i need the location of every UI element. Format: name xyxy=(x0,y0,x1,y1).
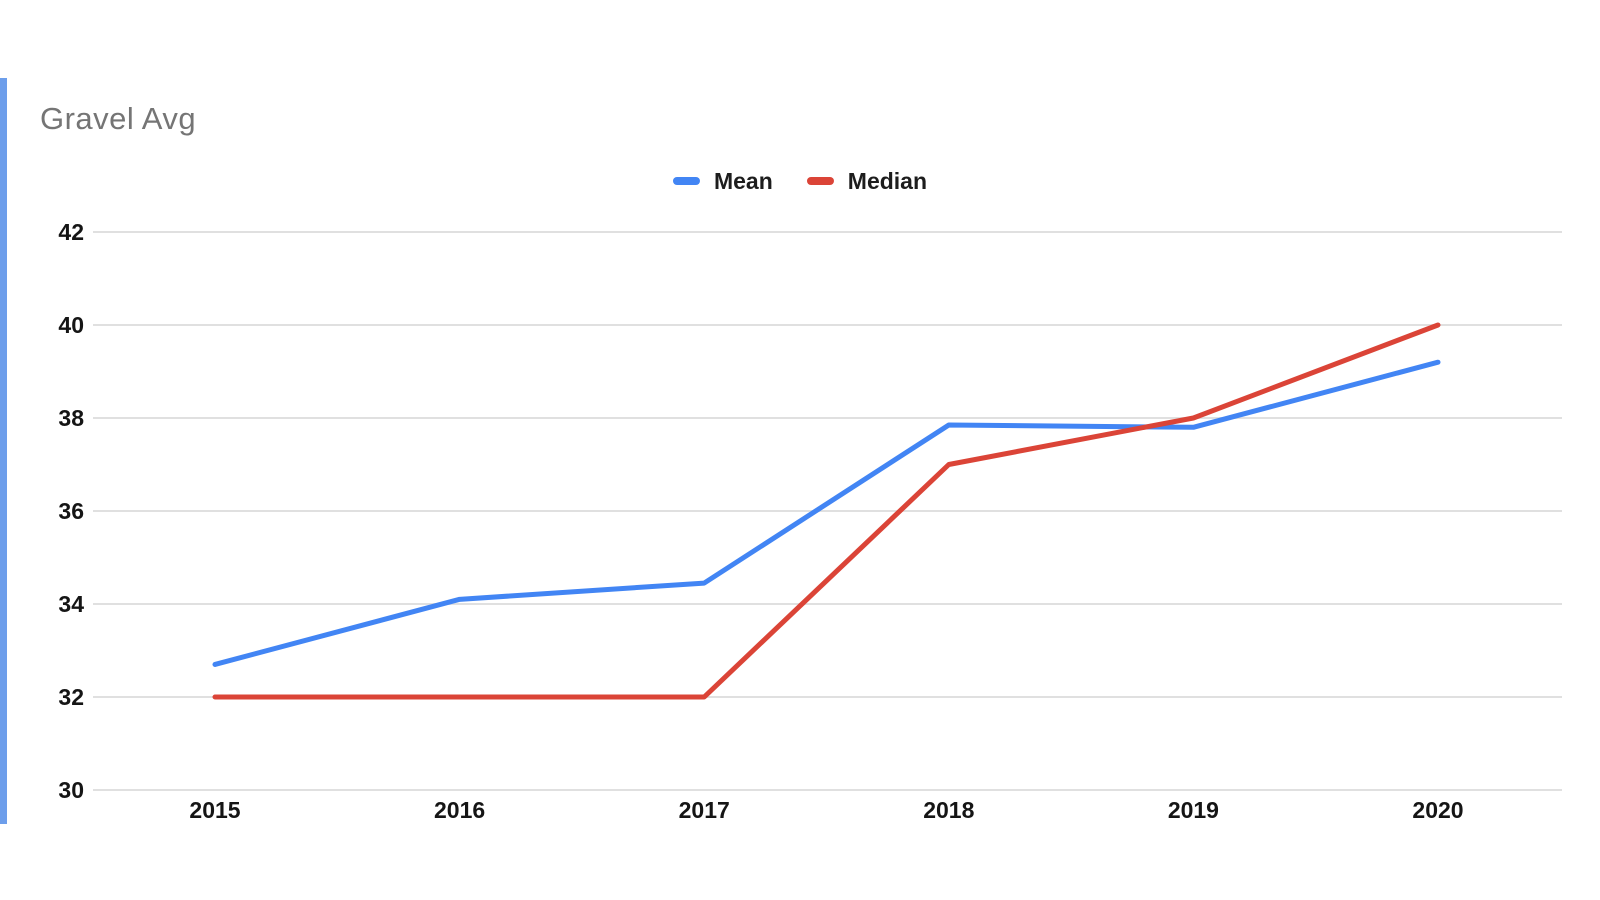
x-axis-tick-label: 2016 xyxy=(434,797,485,823)
series-line-mean[interactable] xyxy=(212,359,1441,667)
y-axis-tick-label: 36 xyxy=(58,498,84,524)
y-axis-tick-label: 32 xyxy=(58,684,84,710)
series-line-median[interactable] xyxy=(212,322,1441,700)
y-axis-tick-label: 40 xyxy=(58,312,84,338)
x-axis-tick-label: 2020 xyxy=(1412,797,1463,823)
y-axis-tick-label: 42 xyxy=(58,219,84,245)
left-accent-bar xyxy=(0,78,7,824)
chart-legend: Mean Median xyxy=(672,166,928,196)
x-axis-tick-label: 2015 xyxy=(189,797,240,823)
x-axis-tick-label: 2019 xyxy=(1168,797,1219,823)
y-axis-tick-label: 34 xyxy=(58,591,84,617)
legend-label-median: Median xyxy=(847,167,928,194)
legend-label-mean: Mean xyxy=(713,167,773,194)
legend-swatch-median-icon xyxy=(806,177,834,185)
legend-item-median[interactable]: Median xyxy=(806,167,928,195)
x-axis-tick-label: 2018 xyxy=(923,797,974,823)
y-axis-tick-label: 30 xyxy=(58,777,84,803)
legend-item-mean[interactable]: Mean xyxy=(672,167,773,195)
legend-swatch-mean-icon xyxy=(672,177,700,185)
chart-title: Gravel Avg xyxy=(40,101,197,136)
y-axis-tick-label: 38 xyxy=(58,405,84,431)
x-axis-tick-label: 2017 xyxy=(679,797,730,823)
